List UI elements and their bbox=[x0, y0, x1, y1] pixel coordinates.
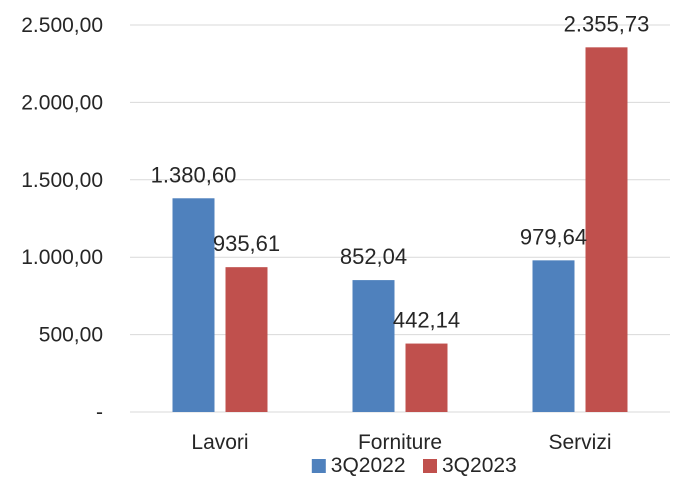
y-tick-label: - bbox=[96, 401, 103, 424]
data-label-3Q2022-Lavori: 1.380,60 bbox=[151, 162, 237, 187]
bar-3Q2023-Lavori bbox=[225, 267, 268, 412]
legend-swatch-3Q2022 bbox=[311, 459, 326, 473]
data-label-3Q2022-Servizi: 979,64 bbox=[520, 224, 587, 249]
y-tick-label: 1.500,00 bbox=[21, 169, 103, 192]
legend: 3Q2022 3Q2023 bbox=[311, 454, 517, 477]
data-label-3Q2023-Forniture: 442,14 bbox=[393, 308, 460, 333]
bar-3Q2023-Servizi bbox=[585, 47, 628, 412]
bar-3Q2022-Lavori bbox=[172, 198, 215, 412]
legend-label: 3Q2022 bbox=[331, 454, 406, 477]
y-tick-label: 1.000,00 bbox=[21, 246, 103, 269]
y-axis-tick-labels: - 500,00 1.000,00 1.500,00 2.000,00 2.500,00 bbox=[21, 14, 103, 424]
data-labels: 1.380,60 935,61 852,04 442,14 979,64 2.355,73 bbox=[151, 11, 650, 332]
gridlines bbox=[130, 24, 670, 413]
y-tick-label: 2.500,00 bbox=[21, 14, 103, 37]
y-tick-label: 500,00 bbox=[39, 324, 103, 347]
bar-3Q2023-Forniture bbox=[405, 343, 448, 412]
bar-3Q2022-Forniture bbox=[352, 280, 395, 412]
y-tick-label: 2.000,00 bbox=[21, 91, 103, 114]
x-category-label: Servizi bbox=[548, 431, 611, 454]
data-label-3Q2023-Lavori: 935,61 bbox=[213, 231, 280, 256]
x-category-label: Lavori bbox=[191, 431, 248, 454]
data-label-3Q2022-Forniture: 852,04 bbox=[340, 244, 407, 269]
bars bbox=[172, 47, 628, 412]
legend-label: 3Q2023 bbox=[442, 454, 517, 477]
data-label-3Q2023-Servizi: 2.355,73 bbox=[564, 11, 650, 36]
bar-3Q2022-Servizi bbox=[532, 260, 575, 412]
x-category-label: Forniture bbox=[358, 431, 442, 454]
legend-swatch-3Q2023 bbox=[423, 459, 437, 473]
x-axis-category-labels: Lavori Forniture Servizi bbox=[191, 431, 611, 454]
